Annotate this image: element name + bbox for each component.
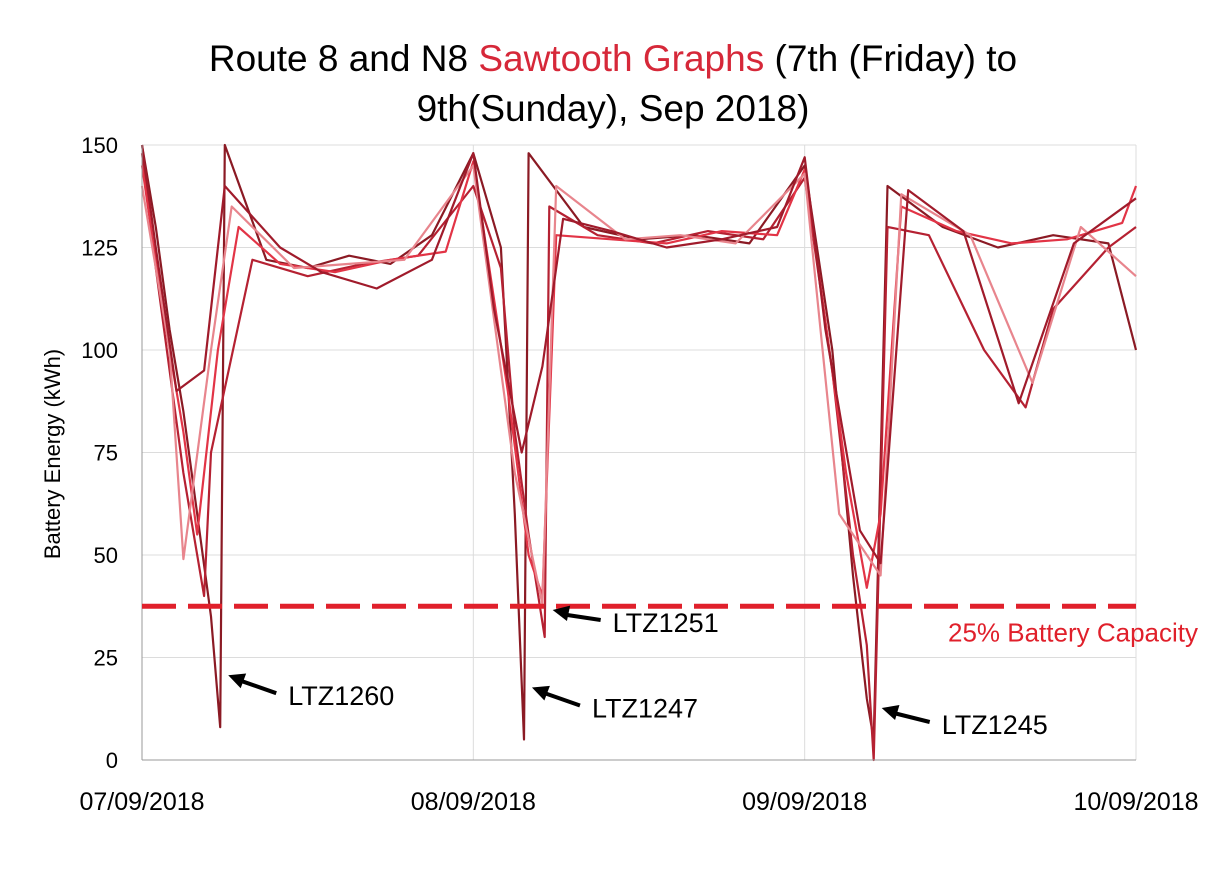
y-tick-label: 100 [81,338,118,363]
y-axis-label: Battery Energy (kWh) [40,349,65,559]
chart-title: Route 8 and N8 Sawtooth Graphs (7th (Fri… [0,34,1226,134]
y-tick-label: 75 [94,441,118,466]
annotation-LTZ1251: LTZ1251 [552,605,719,638]
series-line [140,143,1138,741]
annotations: LTZ1260 LTZ1247 LTZ1251 LTZ1245 [228,605,1048,740]
annotation-arrowhead [881,705,900,721]
threshold-group: 25% Battery Capacity [142,603,1198,647]
x-tick-labels: 07/09/2018 08/09/2018 09/09/2018 10/09/2018 [79,788,1198,816]
y-tick-label: 125 [81,236,118,261]
series-line [140,153,1137,762]
x-tick-label: 07/09/2018 [79,788,204,816]
threshold-label: 25% Battery Capacity [948,617,1198,647]
y-tick-label: 150 [81,133,118,158]
annotation-arrowhead [228,673,247,689]
series-lines [140,143,1138,762]
plot-frame [141,145,1136,761]
x-tick-label: 10/09/2018 [1073,788,1198,816]
annotation-LTZ1245: LTZ1245 [881,705,1048,740]
x-tick-label: 08/09/2018 [411,788,536,816]
y-tick-label: 50 [94,543,118,568]
annotation-label: LTZ1245 [942,710,1048,740]
annotation-label: LTZ1260 [288,681,394,711]
annotation-label: LTZ1251 [613,608,719,638]
series-line [140,144,1137,565]
y-tick-labels: 0 25 50 75 100 125 150 [81,133,118,773]
series-line [140,164,1137,606]
annotation-LTZ1260: LTZ1260 [228,673,394,711]
series-line [140,160,1138,598]
y-tick-label: 0 [106,748,118,773]
title-line2: 9th(Sunday), Sep 2018) [416,88,810,129]
x-tick-label: 09/09/2018 [742,788,867,816]
annotation-arrowhead [531,685,550,701]
title-part2: (7th (Friday) to [764,38,1018,79]
title-part1: Route 8 and N8 [208,38,479,79]
annotation-LTZ1247: LTZ1247 [531,685,698,724]
y-tick-label: 25 [94,646,118,671]
annotation-arrowhead [552,605,571,621]
annotation-label: LTZ1247 [592,694,698,724]
title-highlight: Sawtooth Graphs [478,38,765,79]
